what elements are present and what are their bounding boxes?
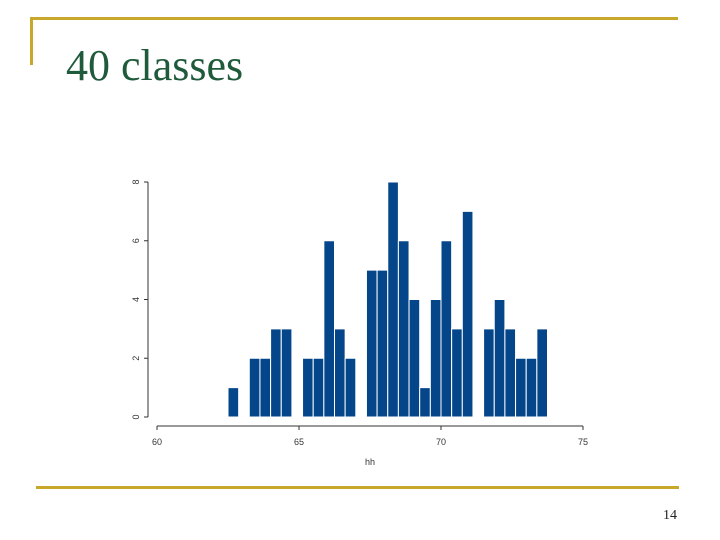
slide-title: 40 classes (66, 41, 244, 90)
histogram-bar (365, 269, 378, 418)
histogram-bar (312, 357, 325, 418)
y-tick-label: 8 (131, 179, 141, 184)
y-tick-label: 2 (131, 356, 141, 361)
histogram-bar (280, 328, 293, 418)
histogram-bar (536, 328, 548, 418)
histogram-bars (227, 181, 548, 418)
histogram-bar (429, 299, 442, 418)
histogram-bar (376, 269, 389, 418)
histogram-bar (387, 181, 399, 418)
x-tick-label: 65 (294, 437, 304, 447)
histogram-bar (227, 387, 240, 418)
y-tick-label: 6 (131, 238, 141, 243)
x-tick-label: 60 (152, 437, 162, 447)
y-tick-label: 0 (131, 414, 141, 419)
histogram-bar (334, 328, 346, 418)
histogram-bar (302, 357, 314, 418)
histogram-bar (323, 240, 336, 418)
histogram-bar (397, 240, 410, 418)
histogram-bar (451, 328, 463, 418)
y-axis: 0 2 4 6 8 (131, 179, 149, 420)
histogram-bar (408, 299, 421, 418)
x-axis: 60 65 70 75 (152, 425, 588, 447)
x-tick-label: 70 (436, 437, 446, 447)
histogram-bar (440, 240, 453, 418)
histogram-bar (525, 357, 538, 418)
histogram-bar (515, 357, 527, 418)
histogram-bar (270, 328, 282, 418)
histogram-bar (259, 357, 272, 418)
histogram-bar (419, 387, 431, 418)
histogram-bar (504, 328, 517, 418)
page-number: 14 (663, 508, 677, 523)
frame-bottom-rule (36, 486, 679, 489)
frame-left-rule (30, 17, 33, 65)
y-tick-label: 4 (131, 297, 141, 302)
histogram-bar (483, 328, 495, 418)
histogram-bar (493, 299, 506, 418)
histogram-bar (248, 357, 261, 418)
frame-top-rule (30, 17, 678, 20)
histogram-bar (461, 210, 474, 418)
histogram-bar (344, 357, 357, 418)
x-axis-label: hh (365, 457, 375, 467)
x-tick-label: 75 (578, 437, 588, 447)
